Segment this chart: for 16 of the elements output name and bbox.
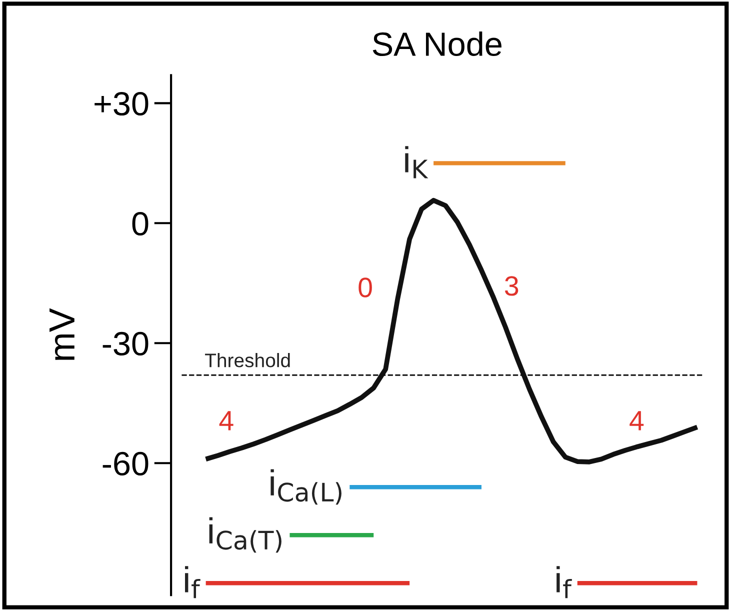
- annotation: 0: [358, 278, 372, 298]
- text: i$_{f}$: [185, 566, 200, 598]
- series-label: i$_{Ca(L)}$: [270, 469, 342, 505]
- series-label: i$_{f}$: [556, 566, 572, 598]
- series-label: i$_{K}$: [405, 146, 428, 178]
- series-label: i$_{Ca(T)}$: [209, 517, 282, 553]
- y-tick-label: 0: [132, 212, 148, 236]
- y-tick-label: -60: [102, 452, 148, 476]
- ref-line-label: Threshold: [205, 353, 290, 368]
- y-tick-label: +30: [94, 92, 148, 116]
- annotation: 4: [219, 411, 234, 430]
- y-axis-title: mV: [50, 308, 74, 360]
- annotation: 3: [504, 276, 518, 296]
- chart-title: SA Node: [372, 32, 502, 56]
- annotation: 4: [630, 411, 644, 430]
- y-tick-label: -30: [102, 332, 148, 356]
